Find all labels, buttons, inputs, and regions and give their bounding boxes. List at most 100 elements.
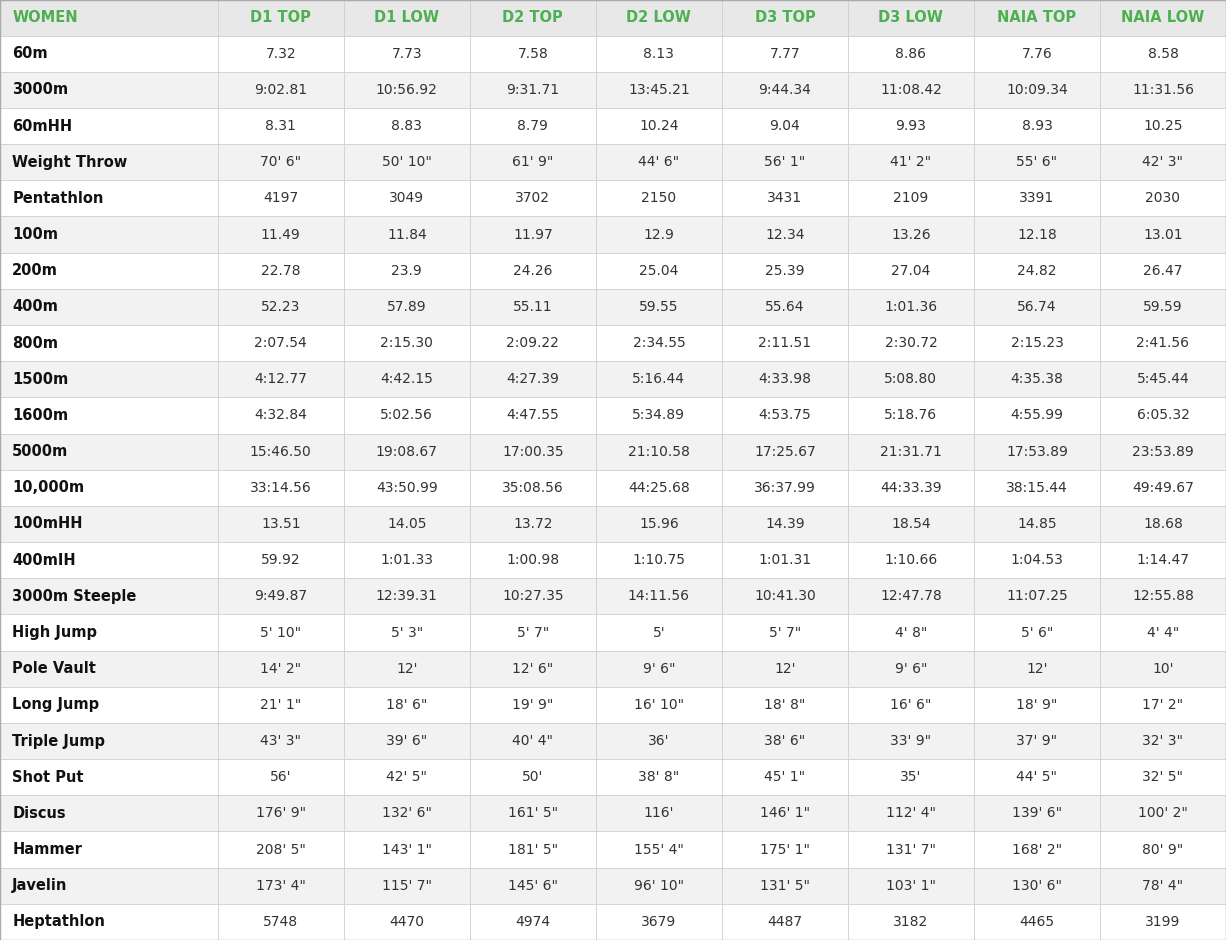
Bar bbox=[973, 795, 1100, 832]
Text: 56' 1": 56' 1" bbox=[764, 155, 805, 169]
Bar bbox=[973, 180, 1100, 216]
Bar bbox=[973, 723, 1100, 760]
Text: 11.84: 11.84 bbox=[387, 227, 427, 242]
Bar bbox=[218, 832, 343, 868]
Text: 7.76: 7.76 bbox=[1021, 47, 1052, 61]
Bar bbox=[1100, 578, 1226, 615]
Text: 9:49.87: 9:49.87 bbox=[254, 589, 308, 603]
Bar bbox=[218, 470, 343, 506]
Bar bbox=[218, 904, 343, 940]
Text: 1:14.47: 1:14.47 bbox=[1137, 553, 1189, 567]
Text: 5' 6": 5' 6" bbox=[1021, 625, 1053, 639]
Text: 7.32: 7.32 bbox=[266, 47, 297, 61]
Text: 4:27.39: 4:27.39 bbox=[506, 372, 559, 386]
Text: 21:31.71: 21:31.71 bbox=[880, 445, 942, 459]
Text: 50' 10": 50' 10" bbox=[381, 155, 432, 169]
Text: 41' 2": 41' 2" bbox=[890, 155, 932, 169]
Text: 12': 12' bbox=[1026, 662, 1048, 676]
Text: 6:05.32: 6:05.32 bbox=[1137, 409, 1189, 422]
Bar bbox=[1100, 506, 1226, 542]
Text: 131' 5": 131' 5" bbox=[760, 879, 810, 893]
Bar bbox=[848, 71, 973, 108]
Bar bbox=[973, 253, 1100, 289]
Text: 9' 6": 9' 6" bbox=[642, 662, 676, 676]
Text: 38' 8": 38' 8" bbox=[639, 770, 679, 784]
Bar bbox=[1100, 398, 1226, 433]
Bar bbox=[218, 506, 343, 542]
Bar bbox=[848, 578, 973, 615]
Text: 8.31: 8.31 bbox=[265, 119, 297, 133]
Text: 100m: 100m bbox=[12, 227, 59, 243]
Bar bbox=[218, 723, 343, 760]
Bar bbox=[596, 868, 722, 904]
Bar bbox=[973, 216, 1100, 253]
Bar bbox=[470, 36, 596, 71]
Text: 12:47.78: 12:47.78 bbox=[880, 589, 942, 603]
Text: 5': 5' bbox=[652, 625, 666, 639]
Text: 9.93: 9.93 bbox=[895, 119, 927, 133]
Text: 10:56.92: 10:56.92 bbox=[376, 83, 438, 97]
Text: D2 TOP: D2 TOP bbox=[503, 10, 563, 25]
Text: 56.74: 56.74 bbox=[1018, 300, 1057, 314]
Bar bbox=[0, 216, 218, 253]
Text: 60mHH: 60mHH bbox=[12, 118, 72, 133]
Text: 32' 5": 32' 5" bbox=[1143, 770, 1183, 784]
Text: 40' 4": 40' 4" bbox=[512, 734, 553, 748]
Text: 26.47: 26.47 bbox=[1143, 264, 1183, 277]
Bar bbox=[1100, 687, 1226, 723]
Bar bbox=[470, 180, 596, 216]
Bar bbox=[973, 760, 1100, 795]
Text: 9.04: 9.04 bbox=[770, 119, 801, 133]
Text: 12.34: 12.34 bbox=[765, 227, 804, 242]
Text: 11:31.56: 11:31.56 bbox=[1132, 83, 1194, 97]
Bar bbox=[596, 398, 722, 433]
Bar bbox=[722, 760, 848, 795]
Text: D2 LOW: D2 LOW bbox=[626, 10, 691, 25]
Text: 11:08.42: 11:08.42 bbox=[880, 83, 942, 97]
Text: 1:04.53: 1:04.53 bbox=[1010, 553, 1063, 567]
Bar bbox=[343, 433, 470, 470]
Text: 15.96: 15.96 bbox=[639, 517, 679, 531]
Bar bbox=[848, 723, 973, 760]
Text: 18' 9": 18' 9" bbox=[1016, 697, 1058, 712]
Text: Long Jump: Long Jump bbox=[12, 697, 99, 713]
Text: 12.9: 12.9 bbox=[644, 227, 674, 242]
Text: 139' 6": 139' 6" bbox=[1011, 807, 1062, 821]
Text: 7.58: 7.58 bbox=[517, 47, 548, 61]
Bar bbox=[848, 506, 973, 542]
Bar bbox=[218, 108, 343, 144]
Bar bbox=[470, 832, 596, 868]
Bar bbox=[343, 253, 470, 289]
Bar bbox=[973, 650, 1100, 687]
Text: 4:53.75: 4:53.75 bbox=[759, 409, 812, 422]
Bar bbox=[1100, 433, 1226, 470]
Bar bbox=[1100, 0, 1226, 36]
Bar bbox=[596, 650, 722, 687]
Bar bbox=[343, 216, 470, 253]
Bar bbox=[218, 795, 343, 832]
Bar bbox=[470, 289, 596, 325]
Text: 100' 2": 100' 2" bbox=[1138, 807, 1188, 821]
Bar bbox=[218, 433, 343, 470]
Text: 42' 3": 42' 3" bbox=[1143, 155, 1183, 169]
Bar bbox=[596, 506, 722, 542]
Text: 1500m: 1500m bbox=[12, 372, 69, 386]
Text: 8.83: 8.83 bbox=[391, 119, 422, 133]
Bar bbox=[973, 108, 1100, 144]
Bar bbox=[0, 289, 218, 325]
Bar bbox=[722, 398, 848, 433]
Bar bbox=[1100, 542, 1226, 578]
Text: 10:27.35: 10:27.35 bbox=[501, 589, 564, 603]
Bar bbox=[973, 289, 1100, 325]
Text: 4' 4": 4' 4" bbox=[1146, 625, 1179, 639]
Text: 14.05: 14.05 bbox=[387, 517, 427, 531]
Bar bbox=[0, 832, 218, 868]
Bar bbox=[848, 687, 973, 723]
Text: 32' 3": 32' 3" bbox=[1143, 734, 1183, 748]
Text: Javelin: Javelin bbox=[12, 878, 67, 893]
Text: 38' 6": 38' 6" bbox=[764, 734, 805, 748]
Bar bbox=[0, 36, 218, 71]
Text: 52.23: 52.23 bbox=[261, 300, 300, 314]
Bar bbox=[596, 71, 722, 108]
Text: 5:16.44: 5:16.44 bbox=[633, 372, 685, 386]
